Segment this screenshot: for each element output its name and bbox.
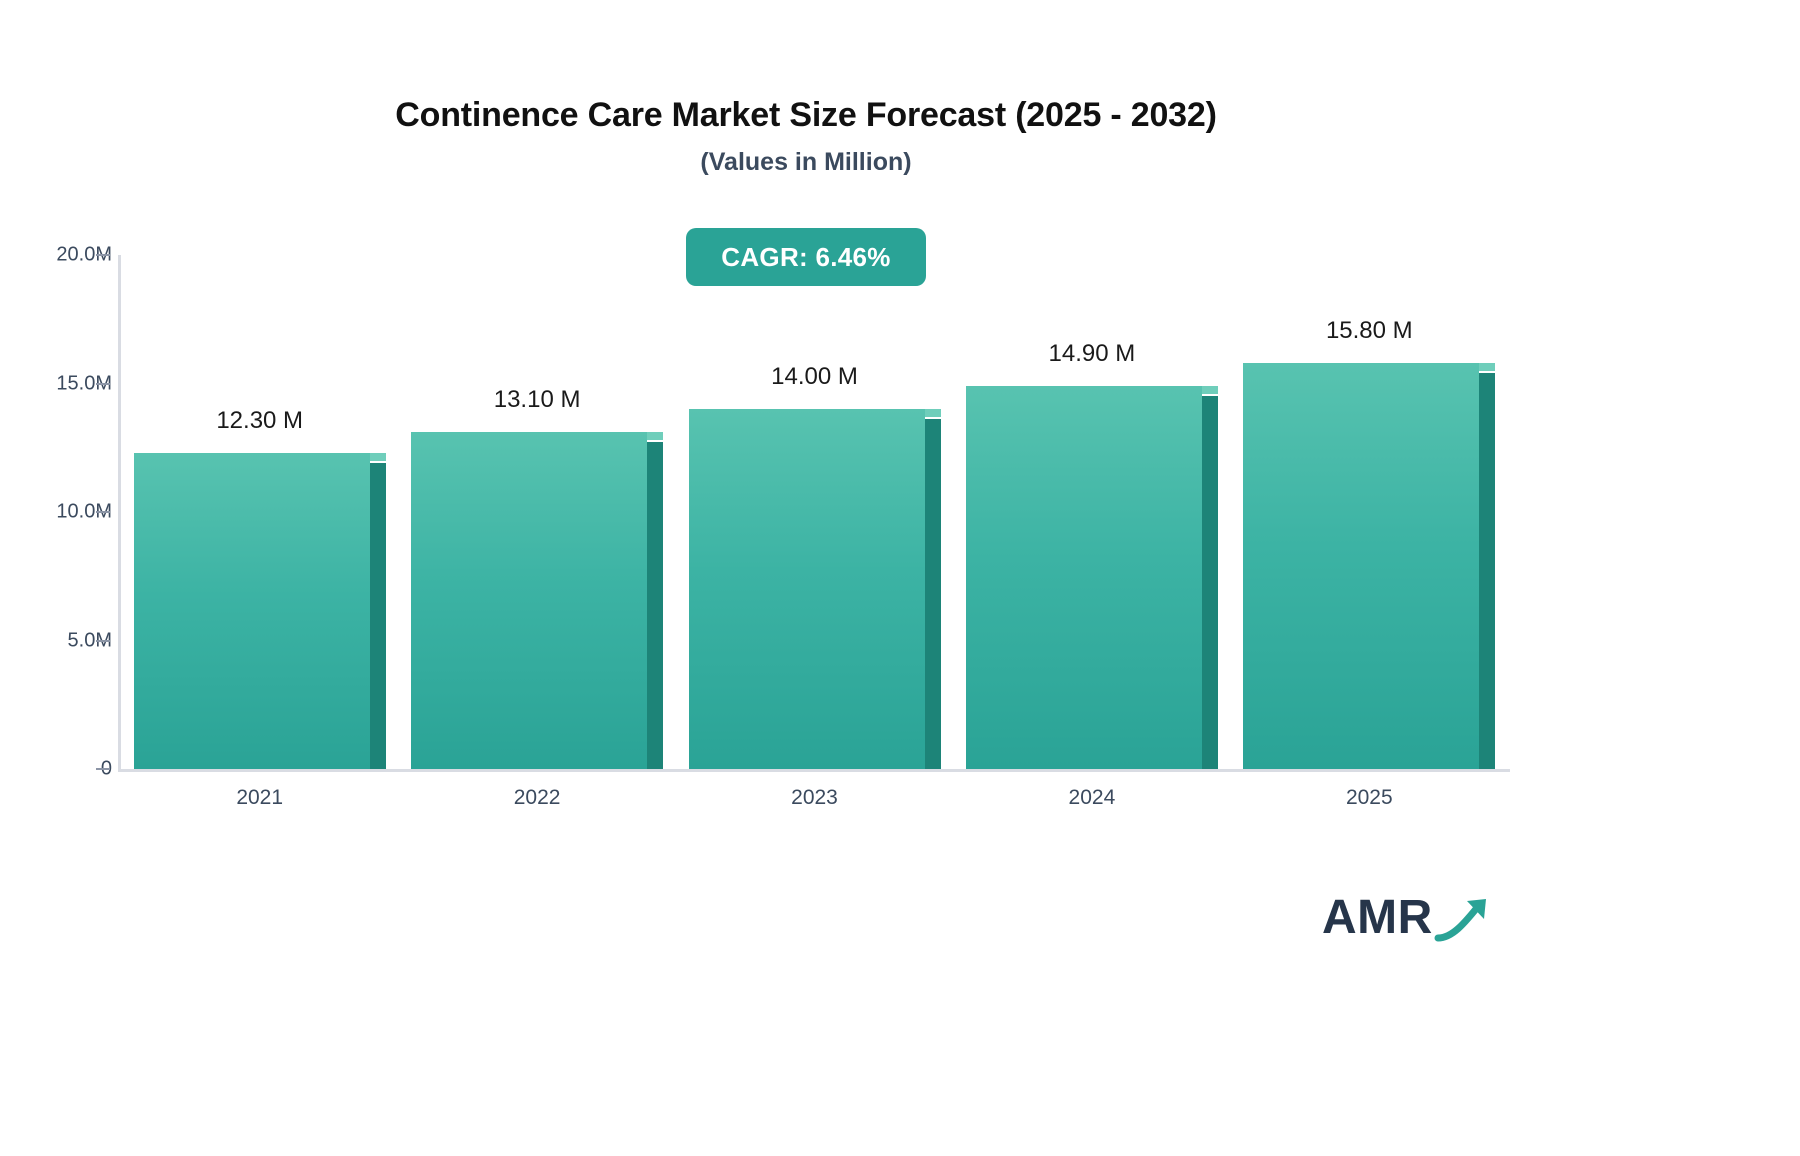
bar-top-face bbox=[1202, 386, 1218, 395]
bar-value-label: 12.30 M bbox=[216, 406, 304, 434]
bar-side-face bbox=[925, 419, 941, 769]
bar-value-label: 14.00 M bbox=[771, 363, 858, 391]
bar-top-face bbox=[370, 452, 386, 461]
bar-value-label: 14.90 M bbox=[1048, 340, 1136, 368]
bar bbox=[689, 409, 941, 769]
y-axis-tick-mark bbox=[96, 768, 110, 770]
y-axis-tick-label: 15.0M bbox=[56, 372, 112, 394]
growth-arrow-icon bbox=[1434, 894, 1492, 949]
bar-side-face bbox=[1202, 396, 1218, 769]
y-axis-tick-label: 20.0M bbox=[56, 243, 112, 266]
chart-subtitle: (Values in Million) bbox=[700, 148, 912, 176]
cagr-badge: CAGR: 6.46% bbox=[686, 228, 926, 286]
y-axis-line bbox=[118, 255, 121, 772]
x-axis-tick-label: 2024 bbox=[1068, 786, 1116, 809]
y-axis-tick-mark bbox=[96, 254, 110, 256]
bar-front-face bbox=[411, 432, 647, 769]
y-axis-tick-mark bbox=[96, 511, 110, 513]
x-axis-line bbox=[118, 769, 1510, 772]
x-axis-tick-label: 2021 bbox=[236, 786, 284, 809]
y-axis-tick-mark bbox=[96, 382, 110, 385]
x-axis-tick-label: 2025 bbox=[1345, 786, 1393, 809]
bar-front-face bbox=[966, 386, 1202, 769]
chart-title: Continence Care Market Size Forecast (20… bbox=[395, 96, 1217, 134]
bar-side-face bbox=[370, 462, 386, 769]
bar-top-face bbox=[647, 432, 663, 441]
bar bbox=[134, 452, 386, 769]
x-axis-tick-label: 2023 bbox=[791, 786, 838, 809]
bar-front-face bbox=[134, 452, 370, 769]
bar-side-face bbox=[647, 442, 663, 769]
bar-top-face bbox=[925, 409, 941, 418]
bar-value-label: 15.80 M bbox=[1325, 316, 1413, 344]
y-axis-tick-label: 10.0M bbox=[56, 500, 112, 523]
bar bbox=[411, 432, 663, 769]
bar-value-label: 13.10 M bbox=[493, 386, 581, 414]
bar bbox=[966, 386, 1218, 769]
bar-side-face bbox=[1479, 372, 1495, 769]
amr-logo-text: AMR bbox=[1322, 891, 1433, 944]
bar-top-face bbox=[1479, 362, 1495, 371]
y-axis-tick-label: 5.0M bbox=[67, 629, 112, 651]
bar-front-face bbox=[689, 409, 925, 769]
y-axis-tick-mark bbox=[96, 639, 110, 642]
bar-front-face bbox=[1243, 362, 1479, 769]
x-axis-tick-label: 2022 bbox=[513, 786, 561, 809]
bar bbox=[1243, 362, 1495, 769]
cagr-badge-label: CAGR: 6.46% bbox=[721, 241, 891, 272]
amr-logo: AMR bbox=[1322, 890, 1492, 952]
